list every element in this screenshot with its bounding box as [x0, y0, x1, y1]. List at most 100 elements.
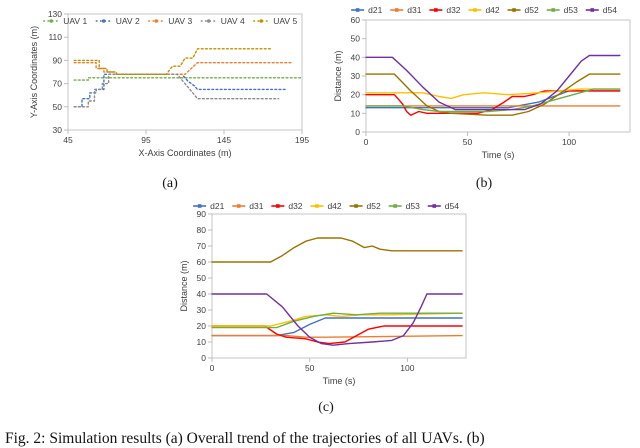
legend-marker-dot — [259, 19, 264, 23]
series-d42 — [211, 312, 463, 327]
plot-border — [67, 13, 303, 131]
legend-label: d54 — [445, 201, 459, 211]
x-tick-label: 45 — [63, 135, 73, 145]
x-tick-label: 145 — [217, 135, 231, 145]
sublabel-c: (c) — [318, 400, 334, 415]
series-uav-5 — [73, 48, 272, 76]
legend-label: d21 — [368, 5, 382, 15]
y-tick-label: 130 — [48, 9, 62, 19]
chart-b-distance-vs-time: 0 10 20 30 40 50 60 0 50 100 Time (s) Distance (m) d… — [330, 2, 638, 166]
y-tick-label: 10 — [197, 337, 207, 347]
chart-a-uav-trajectories: 30 50 70 90 110 130 45 95 145 195 X-Axis Coordinat… — [26, 4, 314, 166]
legend-marker-square — [197, 204, 202, 208]
legend-marker-square — [354, 204, 358, 208]
series-d32 — [365, 90, 621, 116]
series-d54 — [211, 293, 463, 346]
series-uav-2 — [73, 73, 288, 108]
x-tick-label: 95 — [141, 135, 151, 145]
legend-marker-square — [473, 8, 477, 12]
legend-label: d31 — [407, 5, 421, 15]
y-tick-label: 70 — [197, 241, 207, 251]
legend-item: d52 — [349, 201, 381, 211]
legend-label: d42 — [485, 5, 499, 15]
y-tick-label: 90 — [197, 209, 207, 219]
legend-item: UAV 3 — [148, 16, 192, 26]
x-tick-label: 100 — [562, 137, 576, 147]
legend-marker-square — [393, 204, 397, 208]
y-tick-label: 30 — [351, 71, 361, 81]
series-d52 — [365, 73, 621, 116]
y-tick-label: 20 — [197, 321, 207, 331]
x-axis-label: Time (s) — [482, 150, 515, 160]
y-tick-label: 40 — [351, 52, 361, 62]
y-axis-label: Distance (m) — [333, 50, 343, 101]
legend-label: d54 — [603, 5, 617, 15]
x-tick-label: 50 — [305, 363, 315, 373]
y-tick-label: 60 — [197, 257, 207, 267]
series-d31 — [211, 334, 463, 338]
legend-label: d31 — [249, 201, 263, 211]
y-tick-label: 50 — [197, 273, 207, 283]
legend-item: d31 — [232, 201, 264, 211]
legend-label: d21 — [210, 201, 224, 211]
legend-label: d52 — [525, 5, 539, 15]
y-tick-label: 10 — [351, 108, 361, 118]
series-d52 — [211, 237, 463, 263]
legend-label: UAV 4 — [221, 16, 245, 26]
legend-label: UAV 3 — [168, 16, 192, 26]
y-tick-label: 40 — [197, 289, 207, 299]
legend-item: d53 — [388, 201, 420, 211]
legend-marker-dot — [49, 19, 54, 23]
figure-caption: Fig. 2: Simulation results (a) Overall t… — [5, 430, 485, 447]
series-uav-1 — [73, 77, 303, 81]
legend-item: UAV 5 — [253, 16, 297, 26]
series-d32 — [211, 325, 463, 345]
y-tick-label: 30 — [53, 125, 63, 135]
legend-marker-square — [315, 204, 319, 208]
y-tick-label: 70 — [53, 79, 63, 89]
legend-label: UAV 5 — [273, 16, 297, 26]
legend-item: d53 — [546, 5, 578, 15]
legend-marker-square — [590, 8, 595, 12]
legend-label: UAV 2 — [116, 16, 140, 26]
legend-item: d52 — [507, 5, 539, 15]
legend-marker-square — [355, 8, 360, 12]
plot-border — [211, 213, 467, 359]
legend-label: d53 — [564, 5, 578, 15]
legend-marker-square — [512, 8, 516, 12]
y-tick-label: 110 — [48, 32, 62, 42]
legend-label: d42 — [327, 201, 341, 211]
legend-item: d54 — [427, 201, 459, 211]
series-d54 — [365, 54, 621, 111]
legend-marker-square — [432, 204, 437, 208]
y-tick-label: 90 — [53, 55, 63, 65]
series-uav-3 — [73, 62, 292, 76]
legend-item: d54 — [585, 5, 617, 15]
legend-marker-dot — [101, 19, 106, 23]
x-axis-label: Time (s) — [323, 376, 356, 386]
y-tick-label: 0 — [201, 353, 206, 363]
series-d53 — [211, 312, 463, 329]
legend-marker-dot — [206, 19, 211, 23]
x-tick-label: 100 — [400, 363, 414, 373]
legend-item: UAV 1 — [43, 16, 87, 26]
legend-marker-square — [276, 204, 280, 208]
legend-marker-square — [236, 204, 241, 208]
legend-label: d32 — [446, 5, 460, 15]
legend-item: UAV 4 — [200, 16, 245, 26]
series-uav-4 — [73, 73, 280, 108]
y-axis-label: Distance (m) — [179, 260, 189, 311]
legend-item: UAV 2 — [95, 16, 140, 26]
legend-marker-square — [434, 8, 438, 12]
x-tick-label: 0 — [210, 363, 215, 373]
series-d21 — [211, 317, 463, 337]
y-tick-label: 60 — [351, 15, 361, 25]
legend-item: d32 — [429, 5, 461, 15]
legend-marker-dot — [154, 19, 159, 23]
legend-item: d21 — [351, 5, 383, 15]
sublabel-b: (b) — [475, 176, 493, 191]
x-tick-label: 50 — [463, 137, 473, 147]
legend-label: d32 — [288, 201, 302, 211]
chart-canvas: 30 50 70 90 110 130 45 95 145 195 X-Axis Coordinat… — [29, 9, 309, 158]
legend-marker-square — [394, 8, 399, 12]
